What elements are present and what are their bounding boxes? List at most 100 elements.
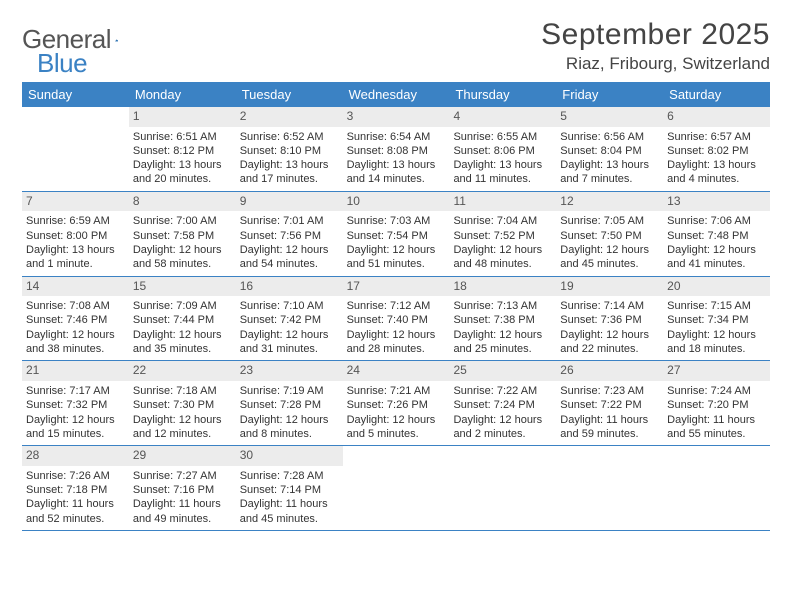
week-row: 1Sunrise: 6:51 AMSunset: 8:12 PMDaylight… xyxy=(22,107,770,192)
week-row: 14 Sunrise: 7:08 AMSunset: 7:46 PM Dayligh… xyxy=(22,277,770,362)
sunset-text: Sunset: 7:14 PM xyxy=(240,483,339,497)
month-title: September 2025 xyxy=(541,18,770,52)
day-number: 22 xyxy=(129,361,236,381)
day-number: 23 xyxy=(236,361,343,381)
day-cell: 17Sunrise: 7:12 AMSunset: 7:40 PMDayligh… xyxy=(343,277,450,361)
sunrise-text: Sunrise: 6:57 AM xyxy=(667,130,766,144)
sunrise-text: Sunrise: 7:28 AM xyxy=(240,469,339,483)
daylight-text: Daylight: 12 hours and 45 minutes. xyxy=(560,243,659,272)
sunset-text: Sunset: 7:42 PM xyxy=(240,313,339,327)
day-number: 11 xyxy=(449,192,556,212)
sunrise-text: Sunrise: 7:19 AM xyxy=(240,384,339,398)
sunrise-text: Sunrise: 7:27 AM xyxy=(133,469,232,483)
day-of-week-cell: Saturday xyxy=(663,82,770,107)
day-cell: 10Sunrise: 7:03 AMSunset: 7:54 PMDayligh… xyxy=(343,192,450,276)
sunset-text: Sunset: 8:08 PM xyxy=(347,144,446,158)
day-cell: 25Sunrise: 7:22 AMSunset: 7:24 PMDayligh… xyxy=(449,361,556,445)
daylight-text: Daylight: 11 hours and 52 minutes. xyxy=(26,497,125,526)
sunset-text: Sunset: 7:18 PM xyxy=(26,483,125,497)
day-cell xyxy=(22,107,129,191)
day-cell xyxy=(449,446,556,530)
day-cell: 2Sunrise: 6:52 AMSunset: 8:10 PMDaylight… xyxy=(236,107,343,191)
daylight-text: Daylight: 11 hours and 55 minutes. xyxy=(667,413,766,442)
calendar-page: General September 2025 Riaz, Fribourg, S… xyxy=(0,0,792,612)
day-number: 5 xyxy=(556,107,663,127)
day-number: 19 xyxy=(556,277,663,297)
day-number: 27 xyxy=(663,361,770,381)
sunrise-text: Sunrise: 7:09 AM xyxy=(133,299,232,313)
day-number: 24 xyxy=(343,361,450,381)
day-number: 18 xyxy=(449,277,556,297)
day-number: 15 xyxy=(129,277,236,297)
day-cell: 14Sunrise: 7:08 AMSunset: 7:46 PMDayligh… xyxy=(22,277,129,361)
day-cell: 1Sunrise: 6:51 AMSunset: 8:12 PMDaylight… xyxy=(129,107,236,191)
day-cell: 18Sunrise: 7:13 AMSunset: 7:38 PMDayligh… xyxy=(449,277,556,361)
sunrise-text: Sunrise: 7:00 AM xyxy=(133,214,232,228)
day-cell: 24Sunrise: 7:21 AMSunset: 7:26 PMDayligh… xyxy=(343,361,450,445)
day-cell: 3Sunrise: 6:54 AMSunset: 8:08 PMDaylight… xyxy=(343,107,450,191)
day-number: 20 xyxy=(663,277,770,297)
daylight-text: Daylight: 12 hours and 12 minutes. xyxy=(133,413,232,442)
sunrise-text: Sunrise: 6:51 AM xyxy=(133,130,232,144)
day-number: 2 xyxy=(236,107,343,127)
sunset-text: Sunset: 7:58 PM xyxy=(133,229,232,243)
sunset-text: Sunset: 7:16 PM xyxy=(133,483,232,497)
day-cell: 5Sunrise: 6:56 AMSunset: 8:04 PMDaylight… xyxy=(556,107,663,191)
sunrise-text: Sunrise: 7:17 AM xyxy=(26,384,125,398)
day-number: 14 xyxy=(22,277,129,297)
day-number: 1 xyxy=(129,107,236,127)
sunrise-text: Sunrise: 7:01 AM xyxy=(240,214,339,228)
sunset-text: Sunset: 8:04 PM xyxy=(560,144,659,158)
day-cell: 9Sunrise: 7:01 AMSunset: 7:56 PMDaylight… xyxy=(236,192,343,276)
sunset-text: Sunset: 7:30 PM xyxy=(133,398,232,412)
sunset-text: Sunset: 7:32 PM xyxy=(26,398,125,412)
daylight-text: Daylight: 11 hours and 45 minutes. xyxy=(240,497,339,526)
daylight-text: Daylight: 11 hours and 59 minutes. xyxy=(560,413,659,442)
sunset-text: Sunset: 7:46 PM xyxy=(26,313,125,327)
day-cell: 16Sunrise: 7:10 AMSunset: 7:42 PMDayligh… xyxy=(236,277,343,361)
day-cell: 28Sunrise: 7:26 AMSunset: 7:18 PMDayligh… xyxy=(22,446,129,530)
sunrise-text: Sunrise: 6:54 AM xyxy=(347,130,446,144)
daylight-text: Daylight: 12 hours and 54 minutes. xyxy=(240,243,339,272)
sunset-text: Sunset: 7:26 PM xyxy=(347,398,446,412)
day-number: 28 xyxy=(22,446,129,466)
daylight-text: Daylight: 12 hours and 58 minutes. xyxy=(133,243,232,272)
calendar: SundayMondayTuesdayWednesdayThursdayFrid… xyxy=(22,82,770,531)
day-cell xyxy=(663,446,770,530)
daylight-text: Daylight: 12 hours and 18 minutes. xyxy=(667,328,766,357)
sunset-text: Sunset: 7:40 PM xyxy=(347,313,446,327)
day-cell: 12Sunrise: 7:05 AMSunset: 7:50 PMDayligh… xyxy=(556,192,663,276)
day-number: 6 xyxy=(663,107,770,127)
sunset-text: Sunset: 7:48 PM xyxy=(667,229,766,243)
daylight-text: Daylight: 12 hours and 28 minutes. xyxy=(347,328,446,357)
sunrise-text: Sunrise: 6:59 AM xyxy=(26,214,125,228)
daylight-text: Daylight: 12 hours and 35 minutes. xyxy=(133,328,232,357)
day-number: 8 xyxy=(129,192,236,212)
daylight-text: Daylight: 13 hours and 20 minutes. xyxy=(133,158,232,187)
sunrise-text: Sunrise: 7:24 AM xyxy=(667,384,766,398)
sunrise-text: Sunrise: 7:06 AM xyxy=(667,214,766,228)
day-of-week-cell: Sunday xyxy=(22,82,129,107)
logo-mark-icon xyxy=(115,31,118,49)
day-cell: 15 Sunrise: 7:09 AMSunset: 7:44 PMDayligh… xyxy=(129,277,236,361)
sunset-text: Sunset: 7:44 PM xyxy=(133,313,232,327)
sunrise-text: Sunrise: 7:04 AM xyxy=(453,214,552,228)
sunrise-text: Sunrise: 6:55 AM xyxy=(453,130,552,144)
sunrise-text: Sunrise: 7:21 AM xyxy=(347,384,446,398)
daylight-text: Daylight: 11 hours and 49 minutes. xyxy=(133,497,232,526)
sunrise-text: Sunrise: 7:23 AM xyxy=(560,384,659,398)
sunset-text: Sunset: 7:20 PM xyxy=(667,398,766,412)
day-of-week-cell: Monday xyxy=(129,82,236,107)
day-number: 9 xyxy=(236,192,343,212)
day-cell: 23Sunrise: 7:19 AMSunset: 7:28 PMDayligh… xyxy=(236,361,343,445)
day-number: 7 xyxy=(22,192,129,212)
day-number: 16 xyxy=(236,277,343,297)
day-cell: 21Sunrise: 7:17 AMSunset: 7:32 PMDayligh… xyxy=(22,361,129,445)
day-cell: 26Sunrise: 7:23 AMSunset: 7:22 PMDayligh… xyxy=(556,361,663,445)
daylight-text: Daylight: 12 hours and 41 minutes. xyxy=(667,243,766,272)
daylight-text: Daylight: 13 hours and 14 minutes. xyxy=(347,158,446,187)
daylight-text: Daylight: 12 hours and 15 minutes. xyxy=(26,413,125,442)
sunrise-text: Sunrise: 7:08 AM xyxy=(26,299,125,313)
sunset-text: Sunset: 7:28 PM xyxy=(240,398,339,412)
sunset-text: Sunset: 7:54 PM xyxy=(347,229,446,243)
